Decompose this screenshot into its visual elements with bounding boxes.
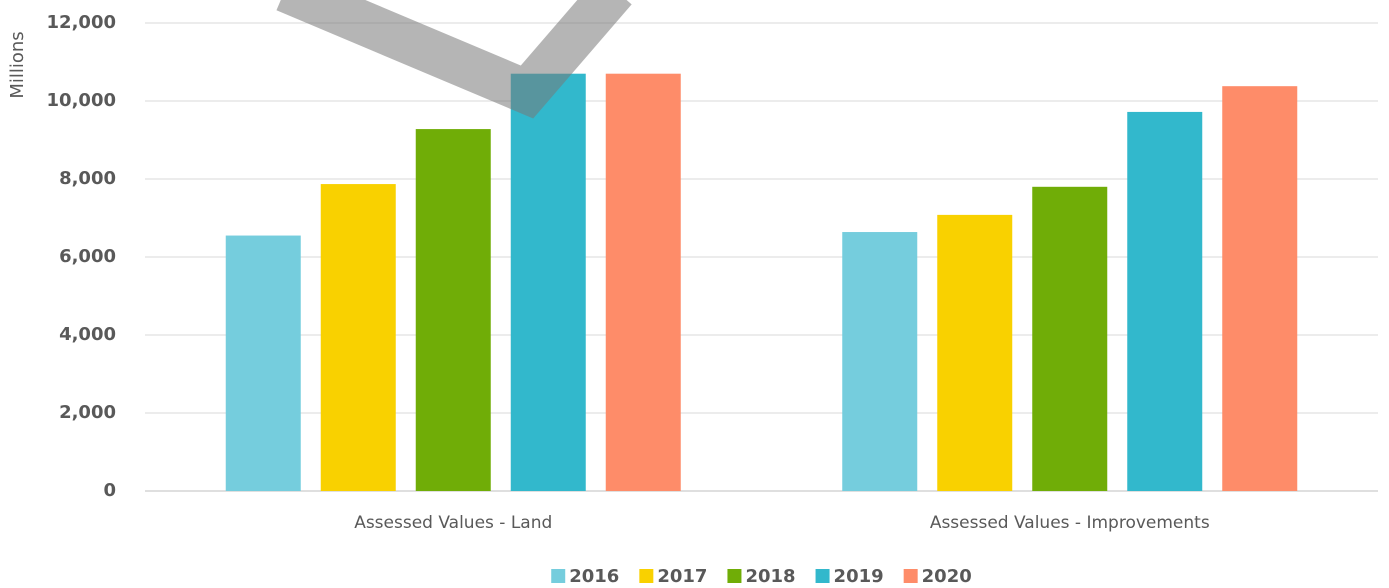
- y-tick-label: 4,000: [59, 324, 116, 345]
- y-tick-label: 10,000: [47, 90, 116, 111]
- bar: [605, 73, 681, 491]
- bar: [320, 184, 396, 491]
- bar: [842, 232, 918, 492]
- x-tick-label: Assessed Values - Improvements: [930, 513, 1210, 533]
- y-tick-label: 8,000: [59, 168, 116, 189]
- legend-swatch: [551, 569, 566, 583]
- legend-swatch: [815, 569, 830, 583]
- legend-label: 2018: [745, 566, 795, 587]
- legend-swatch: [639, 569, 654, 583]
- legend-label: 2016: [569, 566, 619, 587]
- bar: [225, 235, 301, 491]
- legend-label: 2019: [834, 566, 884, 587]
- legend-swatch: [903, 569, 918, 583]
- y-tick-label: 2,000: [59, 402, 116, 423]
- y-tick-label: 0: [103, 480, 116, 501]
- x-tick-label: Assessed Values - Land: [354, 513, 552, 533]
- y-axis-label: Millions: [7, 31, 28, 98]
- bar: [1127, 111, 1203, 492]
- y-tick-label: 12,000: [47, 12, 116, 33]
- legend-swatch: [727, 569, 742, 583]
- bar: [415, 129, 491, 491]
- bar: [937, 214, 1013, 491]
- y-tick-label: 6,000: [59, 246, 116, 267]
- legend-label: 2017: [657, 566, 707, 587]
- legend-label: 2020: [922, 566, 972, 587]
- watermark: [276, 0, 632, 119]
- bar: [1222, 86, 1298, 492]
- bar: [1032, 186, 1108, 492]
- bar: [510, 73, 586, 491]
